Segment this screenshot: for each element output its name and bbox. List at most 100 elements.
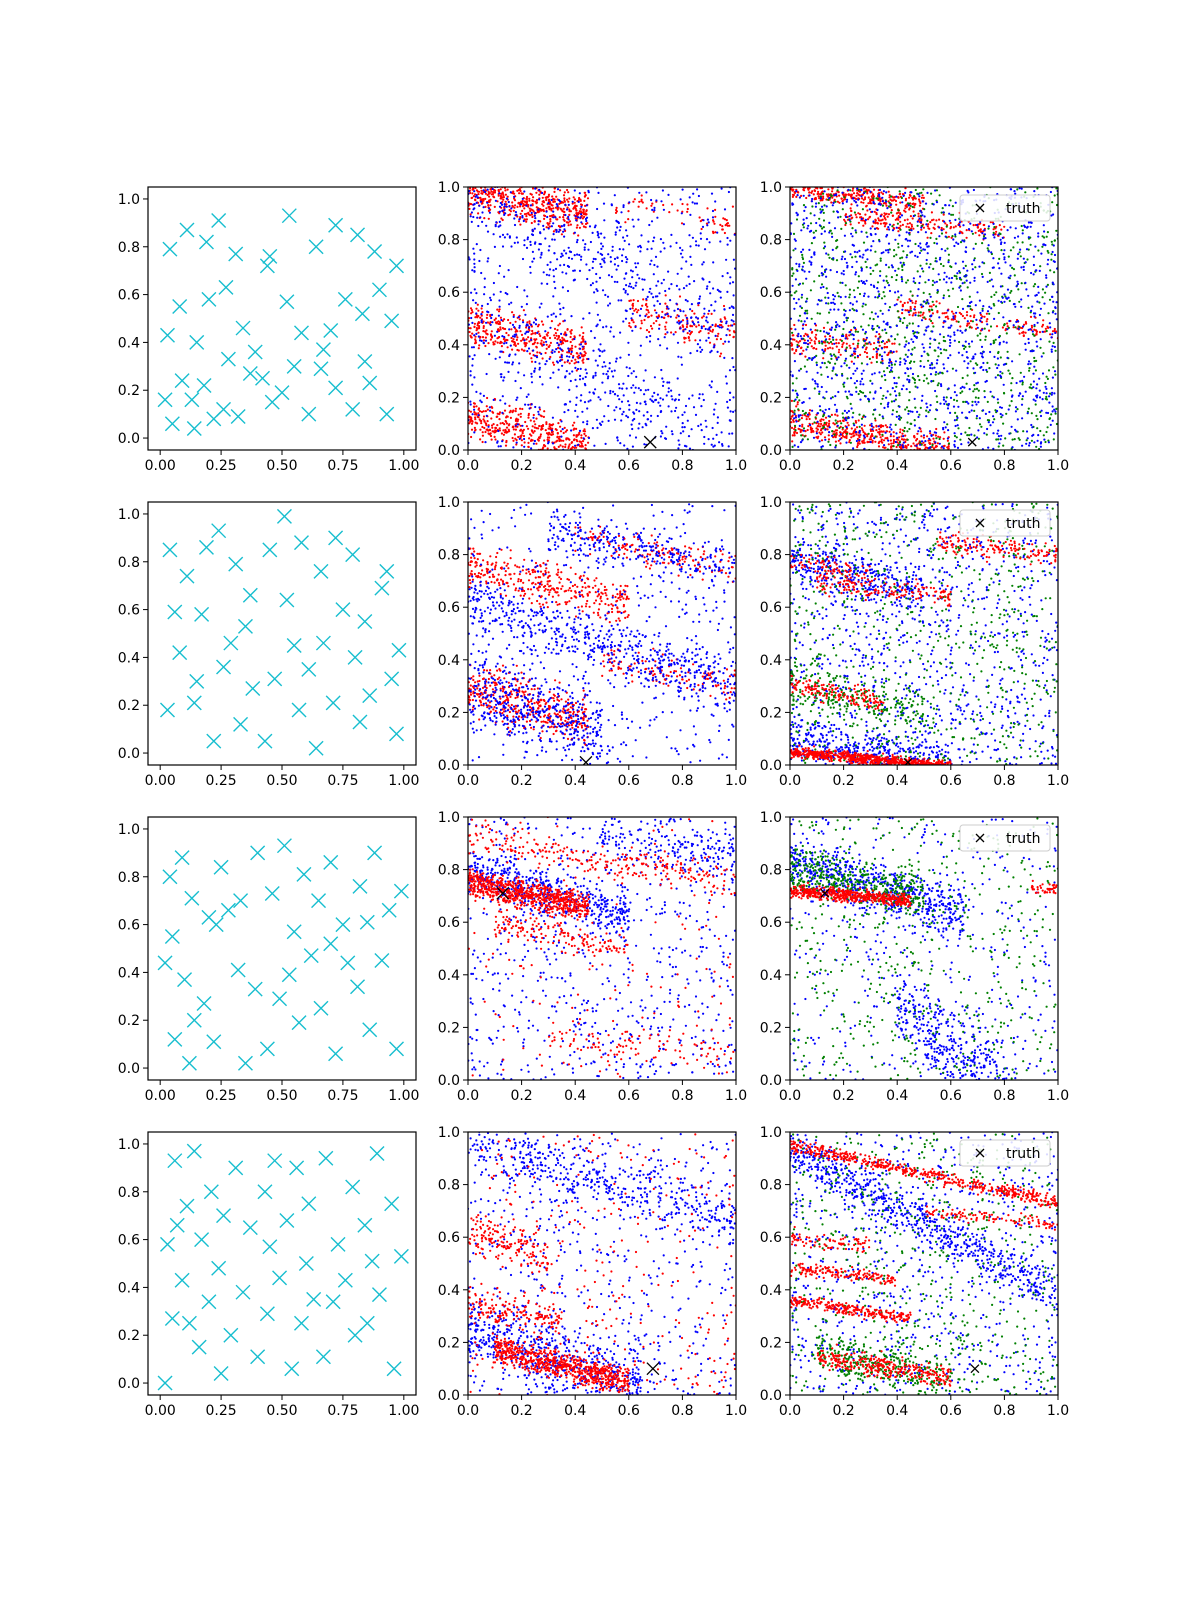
scatter-point — [726, 400, 729, 403]
scatter-point — [1030, 324, 1033, 327]
scatter-point — [650, 259, 653, 262]
scatter-point — [487, 217, 490, 220]
x-tick-label: 0.75 — [327, 458, 358, 474]
scatter-point — [840, 422, 843, 425]
scatter-point — [821, 431, 824, 434]
scatter-point — [954, 225, 957, 228]
scatter-point — [628, 324, 631, 327]
scatter-point — [516, 241, 520, 244]
scatter-point — [573, 337, 576, 341]
scatter-point — [986, 318, 989, 321]
scatter-point — [591, 231, 594, 234]
scatter-point — [689, 324, 692, 327]
scatter-point — [915, 458, 917, 460]
scatter-point — [575, 446, 578, 449]
scatter-point — [634, 386, 637, 389]
scatter-point — [477, 212, 480, 215]
scatter-point — [716, 288, 719, 291]
scatter-point — [1033, 283, 1037, 286]
scatter-point — [533, 214, 536, 217]
scatter-point — [852, 342, 855, 345]
scatter-point — [692, 192, 695, 195]
scatter-point — [549, 326, 552, 329]
scatter-point — [878, 430, 882, 433]
scatter-point — [576, 238, 579, 242]
scatter-point — [795, 290, 798, 293]
scatter-point — [575, 352, 578, 355]
y-tick-label: 0.6 — [438, 285, 460, 301]
scatter-point — [592, 349, 595, 352]
scatter-point — [490, 417, 493, 420]
scatter-point — [676, 209, 679, 212]
scatter-point — [472, 183, 474, 185]
scatter-point — [681, 188, 684, 191]
scatter-point — [850, 329, 853, 332]
scatter-point — [469, 307, 473, 310]
scatter-point — [490, 330, 493, 333]
scatter-point — [876, 222, 880, 225]
scatter-point — [851, 256, 854, 259]
scatter-point — [507, 214, 510, 217]
scatter-point — [489, 296, 492, 299]
scatter-point — [972, 390, 975, 393]
sample-point-marker — [157, 392, 173, 408]
scatter-point — [502, 338, 505, 341]
scatter-point — [1029, 315, 1033, 318]
scatter-point — [882, 291, 885, 294]
scatter-point — [940, 211, 943, 214]
scatter-point — [573, 189, 576, 192]
scatter-point — [688, 329, 691, 333]
scatter-point — [469, 403, 472, 406]
scatter-point — [809, 212, 812, 215]
scatter-point — [908, 361, 912, 365]
scatter-point — [1051, 201, 1054, 204]
scatter-point — [881, 433, 884, 436]
scatter-point — [878, 293, 881, 296]
scatter-point — [478, 326, 481, 329]
scatter-point — [544, 351, 547, 355]
scatter-point — [860, 391, 863, 394]
scatter-point — [680, 363, 684, 366]
scatter-point — [705, 222, 709, 225]
y-tick-label: 0.0 — [118, 431, 140, 447]
scatter-point — [790, 294, 793, 297]
scatter-point — [573, 446, 576, 449]
scatter-point — [922, 379, 926, 382]
scatter-point — [522, 219, 525, 223]
scatter-point — [645, 313, 648, 316]
scatter-point — [559, 338, 562, 342]
scatter-point — [716, 390, 719, 393]
sample-point-marker — [328, 380, 344, 396]
scatter-point — [486, 183, 488, 185]
scatter-point — [895, 445, 898, 449]
scatter-point — [498, 299, 501, 302]
scatter-point — [487, 429, 490, 432]
scatter-point — [947, 289, 950, 292]
scatter-point — [1035, 414, 1038, 417]
scatter-point — [892, 445, 895, 448]
scatter-point — [725, 222, 729, 225]
scatter-point — [854, 330, 857, 333]
scatter-point — [679, 309, 682, 313]
scatter-point — [557, 224, 561, 228]
scatter-point — [901, 256, 904, 259]
scatter-point — [961, 298, 964, 301]
scatter-point — [534, 367, 537, 370]
scatter-point — [506, 431, 509, 434]
scatter-point — [607, 375, 610, 378]
scatter-point — [551, 195, 554, 198]
scatter-point — [617, 221, 620, 224]
scatter-point — [559, 356, 562, 359]
scatter-point — [500, 318, 503, 322]
scatter-point — [531, 250, 535, 253]
scatter-point — [870, 202, 873, 205]
scatter-point — [1044, 291, 1047, 294]
scatter-point — [588, 225, 592, 228]
scatter-point — [546, 222, 549, 225]
scatter-point — [817, 195, 820, 198]
scatter-point — [562, 230, 565, 233]
scatter-point — [523, 190, 526, 193]
scatter-point — [715, 338, 719, 341]
scatter-point — [553, 200, 557, 203]
scatter-point — [469, 370, 472, 373]
